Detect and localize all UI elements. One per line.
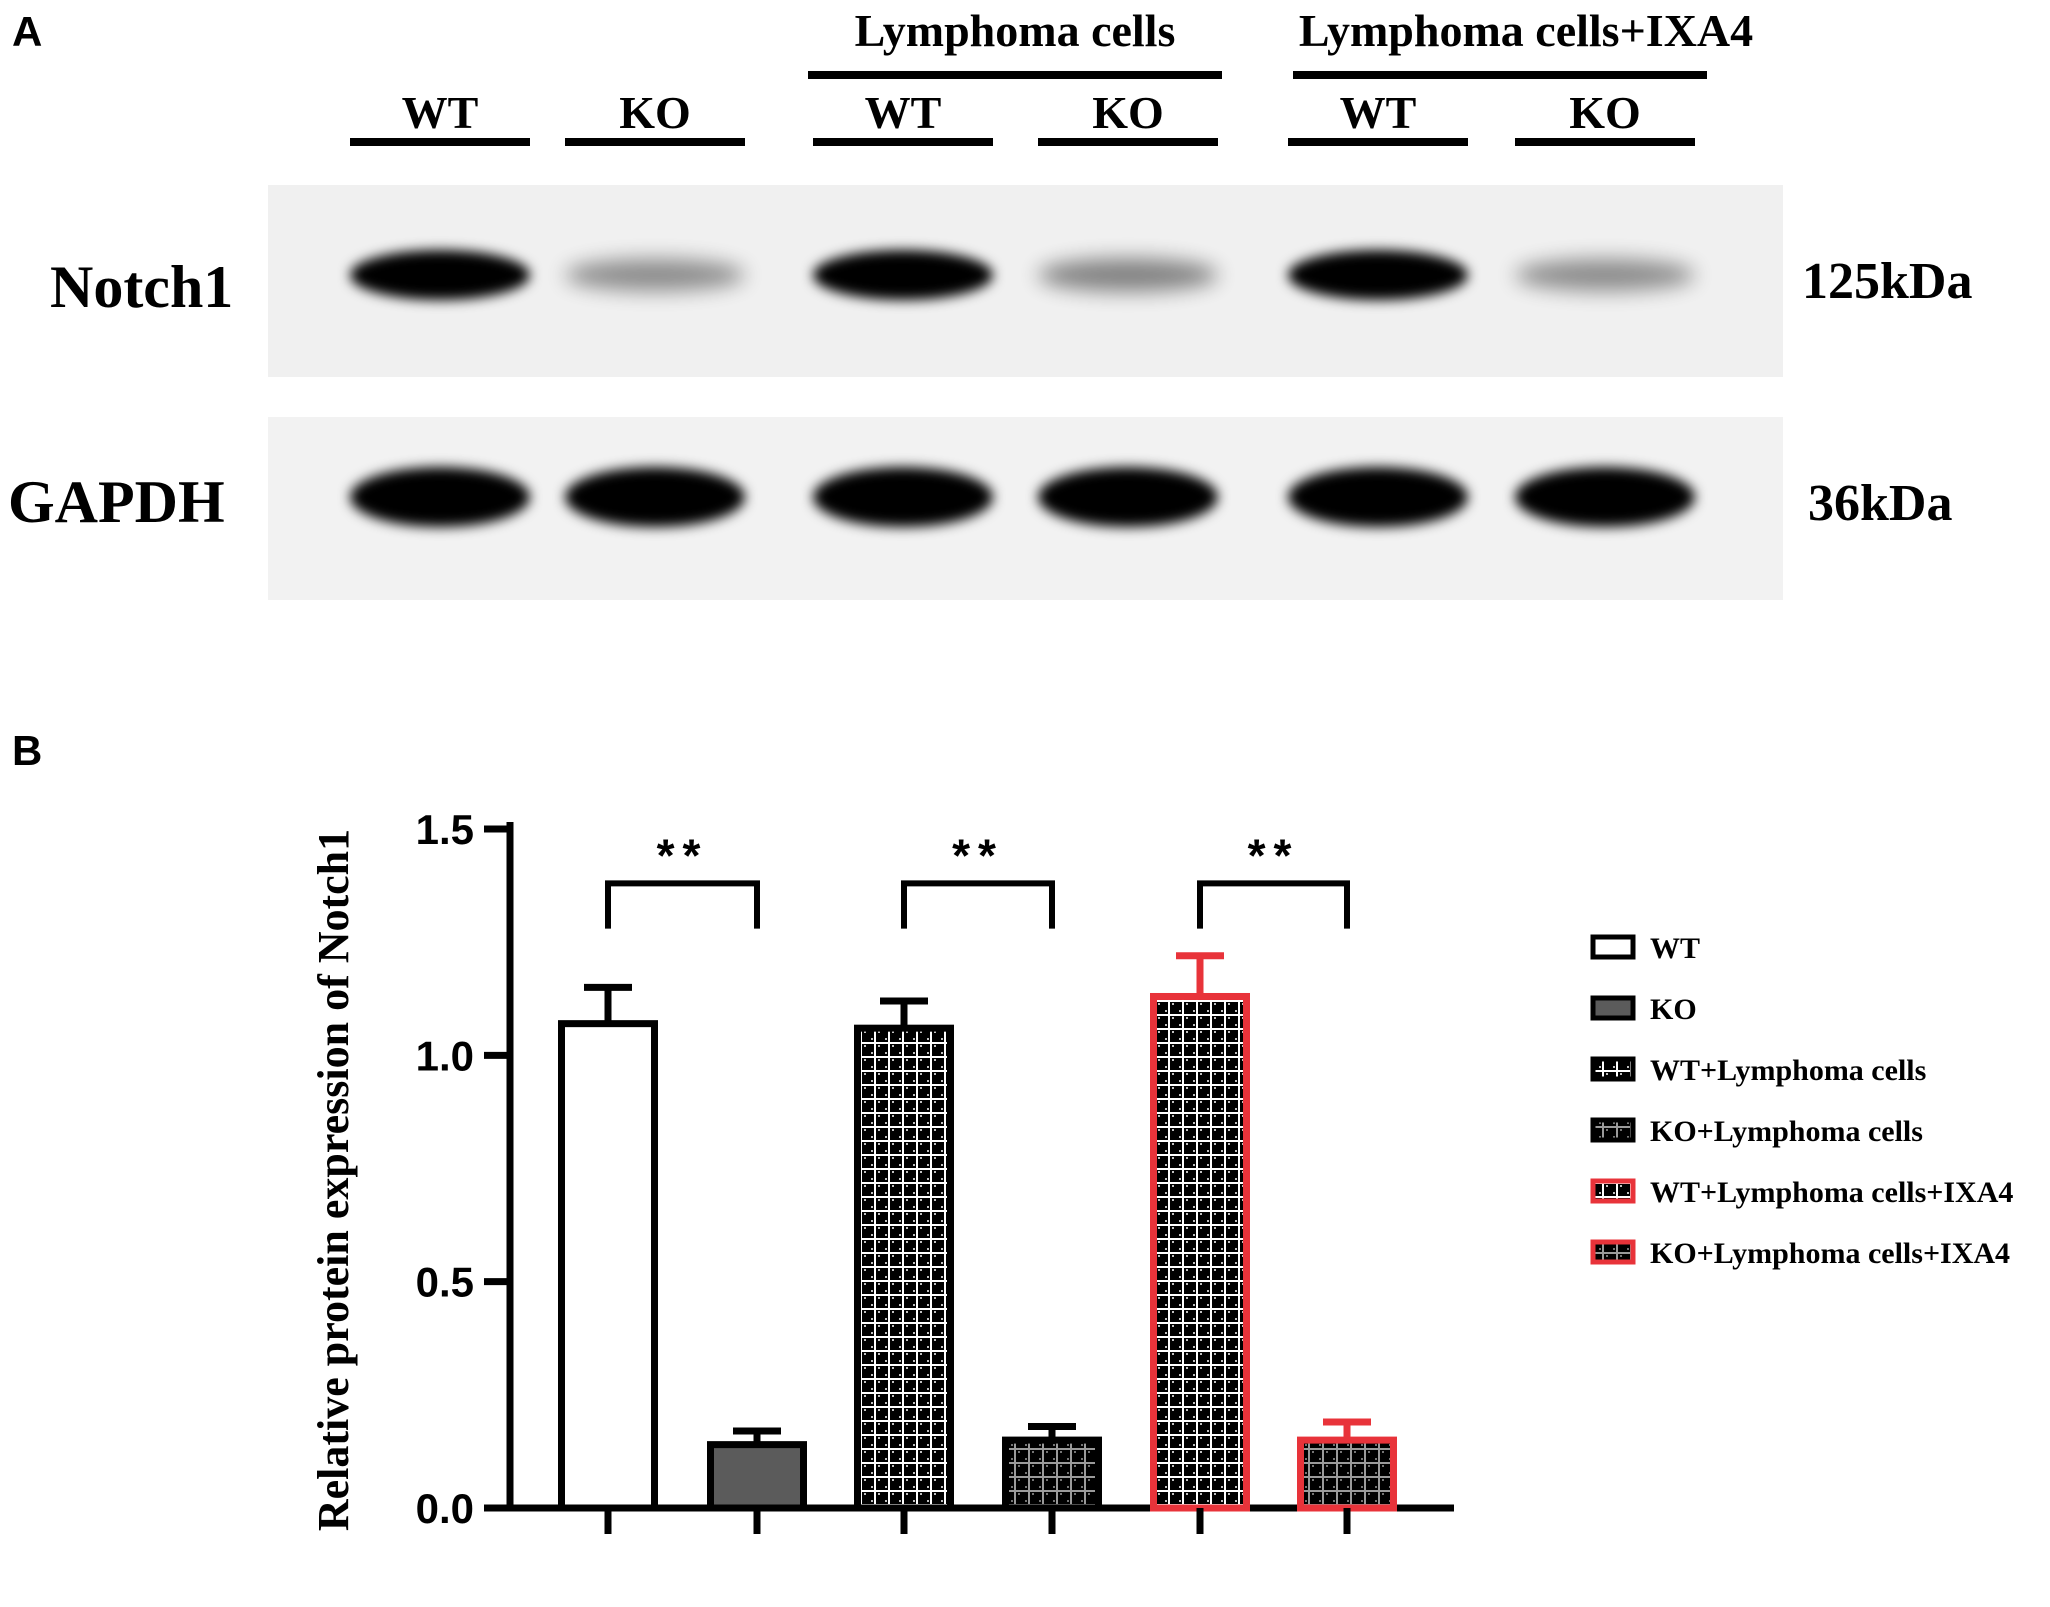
bar-5 <box>1297 1436 1397 1512</box>
legend-label-5: KO+Lymphoma cells+IXA4 <box>1650 1237 2010 1270</box>
legend-label-3: KO+Lymphoma cells <box>1650 1115 1923 1148</box>
significance-label-2: ** <box>1248 829 1300 881</box>
band-gapdh-2 <box>813 467 993 527</box>
panel-a-label: A <box>12 8 42 55</box>
legend-swatch-3 <box>1590 1117 1636 1143</box>
legend-swatch-2 <box>1590 1056 1636 1082</box>
bar-0 <box>558 1020 658 1512</box>
y-tick-label-1: 0.5 <box>416 1259 474 1306</box>
band-notch1-5 <box>1515 259 1695 291</box>
bar-1 <box>707 1441 807 1512</box>
size-label-notch1: 125kDa <box>1802 253 1972 310</box>
y-ticks: 0.0 0.5 1.0 1.5 <box>416 806 510 1532</box>
lane-label-2: WT <box>865 87 942 138</box>
band-gapdh-1 <box>565 467 745 527</box>
band-notch1-2 <box>813 250 993 300</box>
legend-label-1: KO <box>1650 993 1697 1026</box>
protein-label-gapdh: GAPDH <box>8 469 225 535</box>
significance-brackets: ** ** ** <box>605 829 1350 929</box>
legend-swatch-5 <box>1590 1239 1636 1265</box>
bar-3 <box>1002 1436 1102 1512</box>
lane-label-0: WT <box>402 87 479 138</box>
panel-b-label: B <box>12 727 42 774</box>
y-axis-title: Relative protein expression of Notch1 <box>309 829 358 1531</box>
band-gapdh-5 <box>1515 467 1695 527</box>
lane-label-3: KO <box>1092 87 1164 138</box>
legend-swatch-4 <box>1590 1178 1636 1204</box>
significance-bracket-1 <box>901 880 1055 929</box>
blot-bands <box>350 250 1695 527</box>
group-header-lymphoma-ixa4: Lymphoma cells+IXA4 <box>1299 5 1753 56</box>
y-tick-label-2: 1.0 <box>416 1032 474 1079</box>
band-notch1-3 <box>1038 258 1218 292</box>
lane-label-5: KO <box>1569 87 1641 138</box>
chart-axes <box>506 822 1454 1512</box>
legend-swatch-0 <box>1590 934 1636 960</box>
significance-bracket-2 <box>1197 880 1350 929</box>
group-header-lymphoma: Lymphoma cells <box>855 5 1176 56</box>
band-notch1-1 <box>565 259 745 291</box>
lane-labels: WT KO WT KO WT KO <box>350 87 1695 146</box>
lane-label-1: KO <box>619 87 691 138</box>
protein-label-notch1: Notch1 <box>50 254 233 320</box>
significance-bracket-0 <box>605 880 760 929</box>
bars <box>558 952 1397 1512</box>
band-notch1-0 <box>350 250 530 300</box>
legend-label-4: WT+Lymphoma cells+IXA4 <box>1650 1176 2013 1209</box>
band-notch1-4 <box>1288 250 1468 300</box>
bar-4 <box>1150 992 1250 1512</box>
significance-label-0: ** <box>657 829 709 881</box>
x-ticks <box>604 1508 1351 1534</box>
bar-2 <box>854 1024 954 1512</box>
size-label-gapdh: 36kDa <box>1808 475 1952 532</box>
lane-label-4: WT <box>1340 87 1417 138</box>
legend-label-0: WT <box>1650 932 1700 965</box>
band-gapdh-4 <box>1288 467 1468 527</box>
panel-b: B Relative protein expression of Notch1 … <box>12 727 2013 1534</box>
y-tick-label-0: 0.0 <box>416 1485 474 1532</box>
significance-label-1: ** <box>952 829 1004 881</box>
legend-label-2: WT+Lymphoma cells <box>1650 1054 1926 1087</box>
band-gapdh-0 <box>350 467 530 527</box>
y-tick-label-3: 1.5 <box>416 806 474 853</box>
panel-a: A Lymphoma cells Lymphoma cells+IXA4 WT K… <box>8 5 1972 600</box>
legend: WT KO WT+Lymphoma cells KO+Lymphoma cells WT… <box>1590 932 2013 1270</box>
legend-swatch-1 <box>1590 995 1636 1021</box>
band-gapdh-3 <box>1038 467 1218 527</box>
